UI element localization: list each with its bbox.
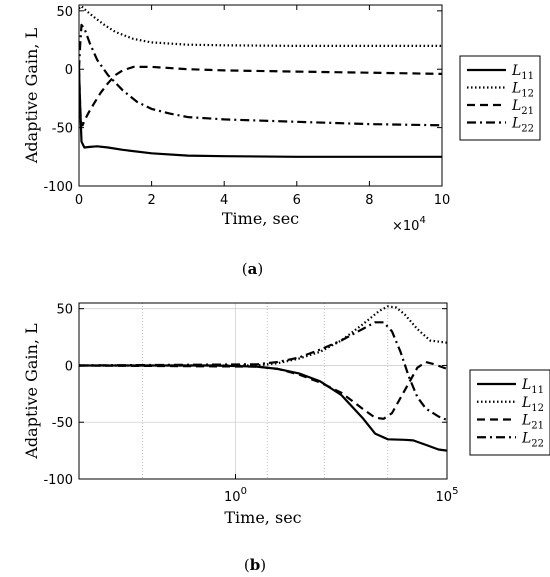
plot-area-frame: [78, 302, 448, 480]
legend-entry: L11: [511, 63, 534, 82]
y-tick-label: -50: [52, 122, 73, 137]
legend-entry: L11: [521, 377, 544, 396]
x-axis-label: Time, sec: [224, 508, 301, 527]
x-tick-label: 8: [365, 193, 373, 208]
series-line-l12: [79, 5, 442, 48]
series-line-l21: [79, 360, 447, 420]
plot-area-frame: [78, 4, 443, 187]
x-axis-label: Time, sec: [222, 209, 299, 228]
legend-entry: L21: [511, 98, 534, 117]
x-tick-label: 10: [434, 193, 451, 208]
series-line-l12: [79, 305, 447, 367]
panel-a-chart: -100 -50 0 50 0 2 4 6 8 10 ×104 Time, sec Adaptive G…: [22, 4, 541, 278]
x-tick-label: 2: [147, 193, 155, 208]
series-line-l22: [79, 23, 442, 127]
x-tick-label: 100: [224, 486, 247, 505]
series-line-l22: [79, 321, 447, 422]
legend-entry: L22: [511, 116, 534, 135]
panel-caption: (a): [242, 260, 263, 278]
x-tick-label: 0: [75, 193, 83, 208]
series-line-l11: [79, 364, 447, 452]
x-axis-multiplier: ×104: [392, 215, 426, 234]
legend-entry: L12: [511, 81, 534, 100]
x-tick-label: 6: [293, 193, 301, 208]
legend-entry: L12: [521, 395, 544, 414]
y-axis-label: Adaptive Gain, L: [22, 323, 41, 460]
panel-b-chart: -100 -50 0 50 100 105 Time, sec Adaptive Gain, …: [22, 302, 550, 574]
y-tick-label: 50: [56, 303, 73, 318]
y-tick-label: -50: [52, 416, 73, 431]
y-tick-label: -100: [43, 473, 73, 488]
series-line-l21: [79, 65, 442, 127]
y-tick-label: 0: [65, 359, 73, 374]
y-tick-label: 0: [65, 63, 73, 78]
series-line-l11: [79, 69, 442, 158]
y-axis-label: Adaptive Gain, L: [22, 28, 41, 165]
y-tick-label: -100: [43, 180, 73, 195]
legend-entry: L22: [521, 430, 544, 449]
y-tick-label: 50: [56, 5, 73, 20]
x-tick-label: 4: [220, 193, 228, 208]
x-tick-label: 105: [436, 486, 459, 505]
panel-caption: (b): [244, 556, 266, 574]
legend-entry: L21: [521, 413, 544, 432]
